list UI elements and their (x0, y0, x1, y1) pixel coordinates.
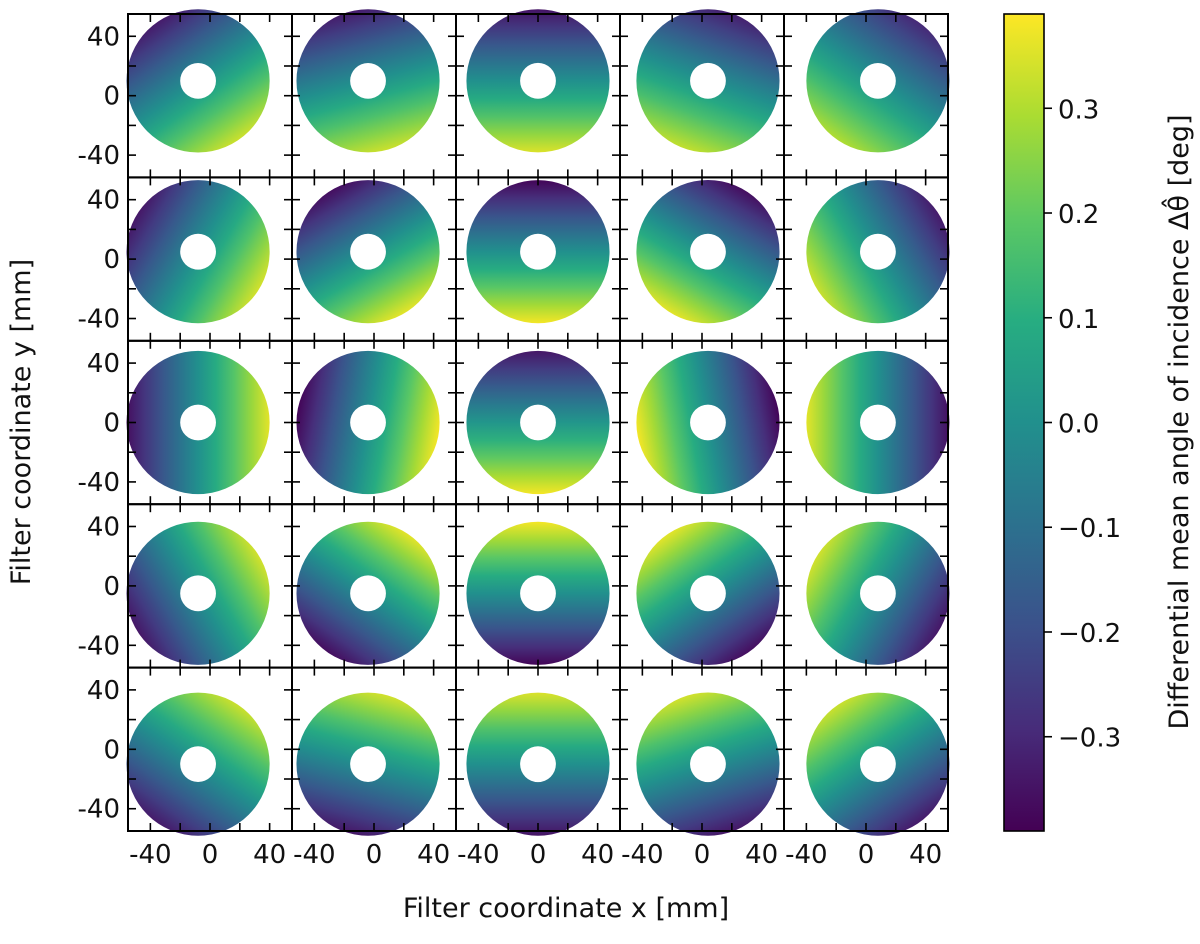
panel-r3-c5 (783, 339, 950, 506)
x-axis-label: Filter coordinate x [mm] (403, 893, 729, 924)
y-tick-label: 40 (87, 349, 120, 379)
x-tick-label: 0 (694, 840, 711, 870)
x-tick-label: -40 (785, 840, 827, 870)
y-tick-label: 40 (87, 186, 120, 216)
annulus-map (126, 692, 270, 836)
annulus-map (466, 9, 610, 153)
annulus-map (466, 180, 610, 324)
panel-r1-c5 (783, 9, 950, 179)
panel-r2-c5 (783, 176, 950, 342)
annulus-map (636, 350, 780, 495)
colorbar-tick-label: 0.2 (1058, 200, 1099, 230)
annulus-map (806, 692, 950, 836)
panel-r1-c2 (291, 9, 457, 179)
y-tick-label: 0 (103, 735, 120, 765)
panel-r5-c3 (455, 666, 621, 836)
panel-r1-c1 (126, 9, 293, 179)
annulus-map (126, 350, 270, 495)
x-tick-label: 0 (858, 840, 875, 870)
panel-r3-c4 (619, 339, 785, 506)
annulus-map (806, 521, 950, 665)
panel-r4-c3 (455, 503, 621, 669)
y-tick-label: 0 (103, 409, 120, 439)
y-tick-label: 40 (87, 22, 120, 52)
panel-r3-c1 (126, 339, 293, 506)
annulus-map (636, 180, 780, 324)
panel-grid (126, 9, 950, 836)
x-tick-label: 40 (581, 840, 614, 870)
colorbar-label: Differential mean angle of incidence Δθ̂… (1161, 114, 1195, 729)
y-tick-label: -40 (78, 631, 120, 661)
colorbar-scale (1003, 13, 1045, 832)
y-tick-label: 40 (87, 512, 120, 542)
y-tick-label: 40 (87, 676, 120, 706)
annulus-map (466, 692, 610, 836)
x-tick-label: 0 (366, 840, 383, 870)
panel-r4-c1 (126, 503, 293, 669)
annulus-map (296, 521, 440, 665)
y-tick-label: 0 (103, 572, 120, 602)
panel-r3-c2 (291, 339, 457, 506)
x-tick-label: 0 (530, 840, 547, 870)
panel-r5-c2 (291, 666, 457, 836)
x-tick-label: 40 (253, 840, 286, 870)
panel-r2-c4 (619, 176, 785, 342)
panel-r3-c3 (455, 339, 621, 506)
annulus-map (296, 692, 440, 836)
y-tick-label: -40 (78, 468, 120, 498)
annulus-map (806, 9, 950, 153)
x-tick-label: 40 (745, 840, 778, 870)
panel-r4-c5 (783, 503, 950, 669)
colorbar: 0.3 0.2 0.1 0.0 −0.1 −0.2 −0.3 Differential me… (1003, 13, 1195, 832)
x-tick-label: 0 (202, 840, 219, 870)
annulus-map (806, 350, 950, 495)
x-tick-label: -40 (293, 840, 335, 870)
annulus-map (636, 9, 780, 153)
annulus-map (636, 521, 780, 665)
x-tick-label: -40 (457, 840, 499, 870)
panel-r5-c4 (619, 666, 785, 836)
annulus-map (636, 692, 780, 836)
x-tick-label: 40 (417, 840, 450, 870)
panel-r2-c3 (455, 176, 621, 342)
colorbar-tick-label: −0.1 (1058, 514, 1121, 544)
annulus-map (126, 521, 270, 665)
colorbar-tick-label: 0.1 (1058, 305, 1099, 335)
colorbar-tick-label: −0.2 (1058, 619, 1121, 649)
y-tick-label: 0 (103, 82, 120, 112)
colorbar-tick-label: 0.0 (1058, 410, 1099, 440)
annulus-map (296, 350, 440, 495)
x-tick-label: 40 (909, 840, 942, 870)
x-tick-label: -40 (129, 840, 171, 870)
panel-r4-c2 (291, 503, 457, 669)
annulus-map (466, 350, 610, 495)
y-tick-label: -40 (78, 141, 120, 171)
annulus-map (466, 521, 610, 665)
panel-r4-c4 (619, 503, 785, 669)
panel-r1-c3 (455, 9, 621, 179)
y-tick-label: -40 (78, 305, 120, 335)
annulus-map (296, 180, 440, 324)
panel-r2-c1 (126, 176, 293, 342)
y-tick-label: -40 (78, 795, 120, 825)
annulus-map (126, 9, 270, 153)
colorbar-tick-label: −0.3 (1058, 724, 1121, 754)
colorbar-tick-label: 0.3 (1058, 95, 1099, 125)
annulus-map (296, 9, 440, 153)
panel-r2-c2 (291, 176, 457, 342)
x-tick-label: -40 (621, 840, 663, 870)
panel-r1-c4 (619, 9, 785, 179)
annulus-map (126, 180, 270, 324)
y-axis-label: Filter coordinate y [mm] (6, 259, 37, 585)
colorbar-ticks: 0.3 0.2 0.1 0.0 −0.1 −0.2 −0.3 (1044, 95, 1121, 754)
y-tick-labels: 40 0 -40 40 0 -40 40 0 -40 40 0 -40 40 0 -40 (78, 22, 120, 824)
panel-r5-c5 (783, 666, 950, 836)
x-tick-labels: -40 0 40 -40 0 40 -40 0 40 -40 0 40 -40 0 40 (129, 840, 942, 870)
annulus-map (806, 180, 950, 324)
y-tick-label: 0 (103, 245, 120, 275)
panel-r5-c1 (126, 666, 293, 836)
